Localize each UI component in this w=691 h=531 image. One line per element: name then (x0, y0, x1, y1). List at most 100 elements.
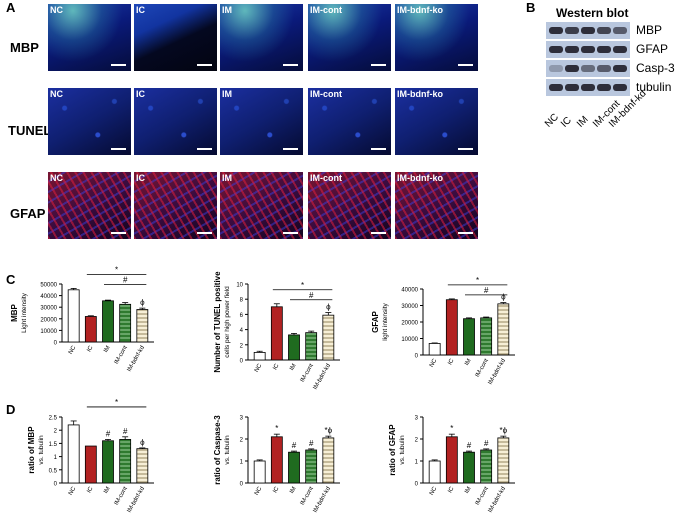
category-label: IC (447, 357, 456, 366)
category-label: IM-bdnf-kd (313, 363, 333, 391)
scale-bar (111, 148, 126, 150)
micrograph-tunel-nc: NC (48, 88, 131, 155)
category-label: NC (68, 344, 78, 355)
bar-im-bdnf-kd (497, 437, 510, 484)
y-tick-label: 3 (240, 416, 244, 422)
category-label: IM (103, 486, 112, 495)
y-tick-label: 2.5 (49, 416, 58, 422)
significance-label: # (484, 286, 489, 295)
micrograph-group-label: IM-bdnf-ko (397, 5, 443, 15)
bar-ic (270, 436, 283, 484)
micrograph-group-label: IC (136, 89, 145, 99)
bar-ic (84, 316, 97, 343)
bar-im-bdnf-kd (497, 303, 510, 356)
category-label: NC (68, 485, 78, 496)
significance-mark: # (467, 441, 472, 450)
significance-mark: # (106, 429, 111, 438)
row-label-gfap: GFAP (10, 206, 46, 221)
category-label: IM-cont (114, 486, 129, 507)
bar-im-cont (480, 449, 493, 484)
significance-mark: ϕ (140, 298, 145, 307)
y-tick-label: 0.5 (49, 468, 58, 474)
significance-mark: # (292, 441, 297, 450)
blot-strip-tubulin (546, 79, 630, 96)
significance-label: # (123, 275, 128, 284)
scale-bar (283, 148, 298, 150)
category-label: IC (272, 362, 281, 371)
category-label: NC (429, 357, 439, 368)
scale-bar (111, 64, 126, 66)
category-label: IM-bdnf-kd (488, 358, 508, 386)
significance-mark: ϕ (140, 438, 145, 447)
category-label: IM-cont (300, 486, 315, 507)
category-label: IM-cont (114, 345, 129, 366)
micrograph-group-label: NC (50, 89, 63, 99)
category-label: IM (103, 345, 112, 354)
blot-band (549, 27, 563, 34)
category-label: IM-cont (300, 363, 315, 384)
micrograph-tunel-im-cont: IM-cont (308, 88, 391, 155)
bar-im-cont (119, 303, 132, 343)
scale-bar (458, 148, 473, 150)
blot-band (613, 27, 627, 34)
panel-d-letter: D (6, 402, 16, 417)
micrograph-gfap-nc: NC (48, 172, 131, 239)
bar-im-cont (305, 332, 318, 361)
micrograph-tunel-im: IM (220, 88, 303, 155)
bar-im-bdnf-kd (322, 314, 335, 361)
blot-band (613, 84, 627, 91)
significance-mark: * (275, 424, 278, 433)
significance-mark: # (309, 439, 314, 448)
y-tick-label: 2 (415, 438, 419, 444)
micrograph-mbp-ic: IC (134, 4, 217, 71)
category-label: IC (272, 485, 281, 494)
micrograph-gfap-im: IM (220, 172, 303, 239)
blot-band (581, 46, 595, 53)
blot-band (565, 65, 579, 72)
category-label: IM (464, 486, 473, 495)
category-label: IM (464, 358, 473, 367)
micrograph-group-label: IM (222, 173, 232, 183)
micrograph-group-label: IM (222, 5, 232, 15)
y-tick-label: 10000 (40, 329, 57, 335)
y-tick-label: 30000 (401, 304, 418, 310)
y-tick-label: 0 (54, 341, 58, 347)
micrograph-mbp-im-bdnf-ko: IM-bdnf-ko (395, 4, 478, 71)
significance-mark: ϕ (326, 303, 331, 312)
blot-band (597, 65, 611, 72)
blot-band (613, 65, 627, 72)
scale-bar (197, 148, 212, 150)
category-label: IM-bdnf-kd (127, 486, 147, 514)
y-tick-label: 2 (54, 429, 58, 435)
micrograph-group-label: IC (136, 5, 145, 15)
y-tick-label: 40000 (40, 294, 57, 300)
y-tick-label: 3 (415, 416, 419, 422)
bar-nc (67, 424, 80, 484)
bar-im (102, 300, 114, 343)
category-label: NC (254, 485, 264, 496)
blot-band (581, 27, 595, 34)
micrograph-mbp-nc: NC (48, 4, 131, 71)
y-axis-label: Number of TUNEL positive (213, 271, 222, 373)
bar-nc (253, 460, 266, 484)
micrograph-gfap-im-bdnf-ko: IM-bdnf-ko (395, 172, 478, 239)
category-label: IM-bdnf-kd (488, 486, 508, 514)
scale-bar (458, 232, 473, 234)
scale-bar (283, 64, 298, 66)
micrograph-group-label: IC (136, 173, 145, 183)
y-tick-label: 10 (236, 283, 243, 289)
y-tick-label: 0 (240, 482, 244, 488)
blot-band (613, 46, 627, 53)
scale-bar (371, 64, 386, 66)
category-label: NC (254, 362, 264, 373)
y-axis-label: ratio of MBP (27, 426, 36, 474)
y-tick-label: 20000 (40, 317, 57, 323)
bar-im-cont (480, 317, 493, 356)
significance-mark: # (484, 439, 489, 448)
category-label: IC (86, 344, 95, 353)
row-label-tunel: TUNEL (8, 123, 52, 138)
bar-im-cont (119, 439, 132, 484)
bar-nc (428, 343, 441, 356)
blot-band (565, 46, 579, 53)
micrograph-group-label: IM-cont (310, 89, 342, 99)
